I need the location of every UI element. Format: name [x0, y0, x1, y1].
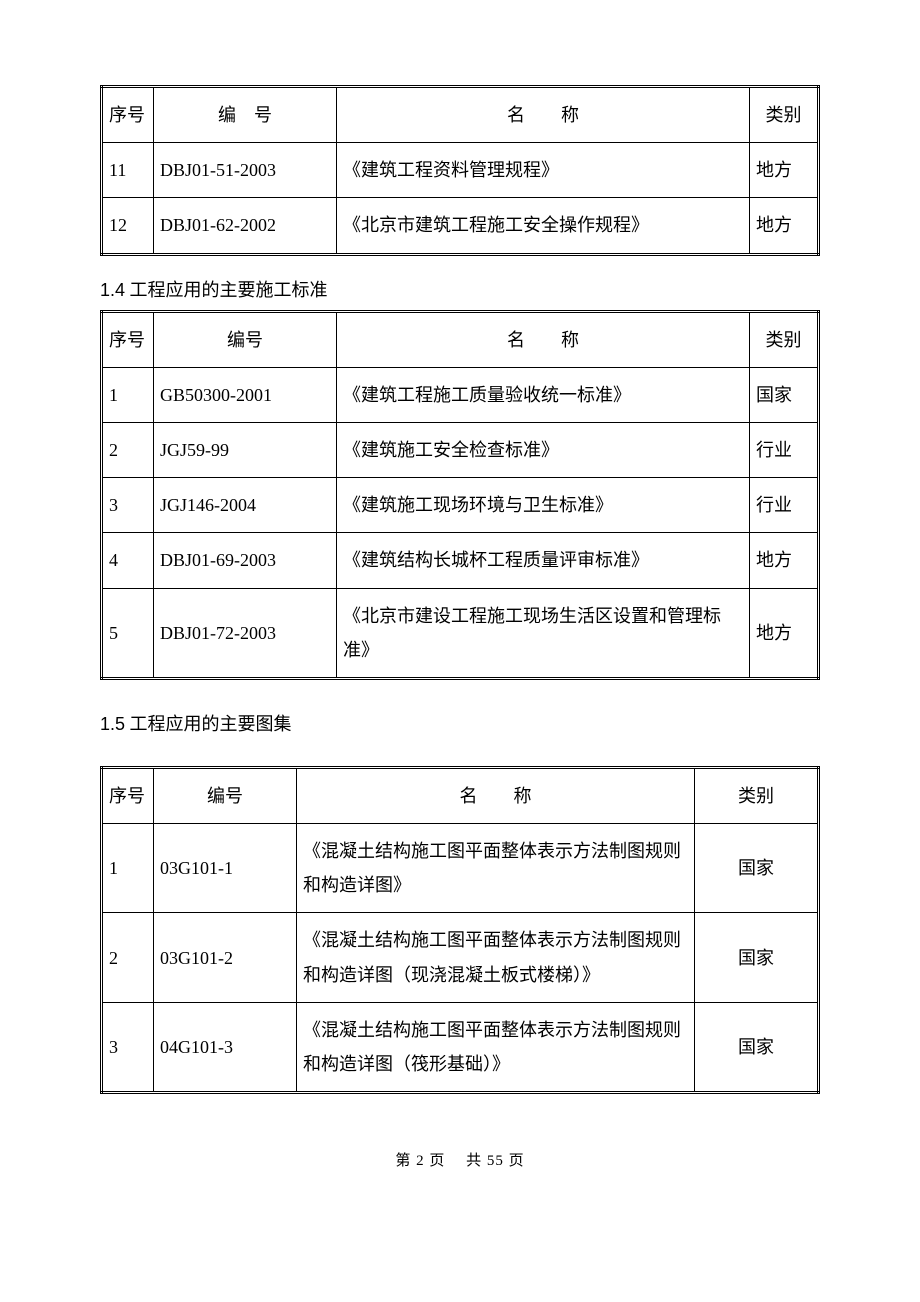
- cell-seq: 11: [102, 143, 154, 198]
- table-row: 3 JGJ146-2004 《建筑施工现场环境与卫生标准》 行业: [102, 478, 819, 533]
- cell-name: 《建筑工程施工质量验收统一标准》: [337, 367, 750, 422]
- header-seq: 序号: [102, 311, 154, 367]
- cell-seq: 12: [102, 198, 154, 254]
- cell-seq: 1: [102, 367, 154, 422]
- document-page: 序号 编 号 名 称 类别 11 DBJ01-51-2003 《建筑工程资料管理…: [0, 0, 920, 1220]
- header-code: 编号: [154, 767, 297, 823]
- cell-category: 地方: [750, 143, 819, 198]
- header-name: 名 称: [337, 311, 750, 367]
- cell-name: 《建筑施工安全检查标准》: [337, 422, 750, 477]
- cell-code: GB50300-2001: [154, 367, 337, 422]
- cell-name: 《建筑施工现场环境与卫生标准》: [337, 478, 750, 533]
- section-title: 工程应用的主要图集: [130, 714, 292, 734]
- cell-name: 《混凝土结构施工图平面整体表示方法制图规则和构造详图（筏形基础）》: [297, 1002, 695, 1092]
- cell-seq: 3: [102, 1002, 154, 1092]
- cell-category: 行业: [750, 422, 819, 477]
- cell-code: DBJ01-72-2003: [154, 588, 337, 678]
- cell-code: DBJ01-69-2003: [154, 533, 337, 588]
- cell-category: 国家: [750, 367, 819, 422]
- cell-category: 国家: [695, 913, 819, 1002]
- cell-name: 《北京市建设工程施工现场生活区设置和管理标准》: [337, 588, 750, 678]
- cell-name: 《混凝土结构施工图平面整体表示方法制图规则和构造详图（现浇混凝土板式楼梯）》: [297, 913, 695, 1002]
- section-title: 工程应用的主要施工标准: [130, 280, 328, 300]
- atlas-table: 序号 编号 名 称 类别 1 03G101-1 《混凝土结构施工图平面整体表示方…: [100, 766, 820, 1094]
- cell-code: DBJ01-62-2002: [154, 198, 337, 254]
- cell-code: JGJ146-2004: [154, 478, 337, 533]
- cell-code: 04G101-3: [154, 1002, 297, 1092]
- header-name: 名 称: [337, 87, 750, 143]
- header-code: 编 号: [154, 87, 337, 143]
- cell-seq: 1: [102, 824, 154, 913]
- header-seq: 序号: [102, 767, 154, 823]
- header-name: 名 称: [297, 767, 695, 823]
- table-row: 2 JGJ59-99 《建筑施工安全检查标准》 行业: [102, 422, 819, 477]
- header-seq: 序号: [102, 87, 154, 143]
- cell-seq: 2: [102, 913, 154, 1002]
- table-header-row: 序号 编号 名 称 类别: [102, 767, 819, 823]
- cell-category: 地方: [750, 588, 819, 678]
- table-row: 12 DBJ01-62-2002 《北京市建筑工程施工安全操作规程》 地方: [102, 198, 819, 254]
- table-row: 3 04G101-3 《混凝土结构施工图平面整体表示方法制图规则和构造详图（筏形…: [102, 1002, 819, 1092]
- cell-category: 国家: [695, 1002, 819, 1092]
- standards-table-2: 序号 编号 名 称 类别 1 GB50300-2001 《建筑工程施工质量验收统…: [100, 310, 820, 680]
- cell-category: 地方: [750, 198, 819, 254]
- header-code: 编号: [154, 311, 337, 367]
- table-row: 11 DBJ01-51-2003 《建筑工程资料管理规程》 地方: [102, 143, 819, 198]
- cell-seq: 2: [102, 422, 154, 477]
- table-header-row: 序号 编 号 名 称 类别: [102, 87, 819, 143]
- header-category: 类别: [695, 767, 819, 823]
- cell-seq: 5: [102, 588, 154, 678]
- cell-seq: 4: [102, 533, 154, 588]
- cell-code: 03G101-2: [154, 913, 297, 1002]
- cell-code: JGJ59-99: [154, 422, 337, 477]
- standards-table-1: 序号 编 号 名 称 类别 11 DBJ01-51-2003 《建筑工程资料管理…: [100, 85, 820, 256]
- table-row: 2 03G101-2 《混凝土结构施工图平面整体表示方法制图规则和构造详图（现浇…: [102, 913, 819, 1002]
- section-number: 1.4: [100, 280, 125, 300]
- page-footer: 第 2 页 共 55 页: [100, 1149, 820, 1170]
- cell-category: 国家: [695, 824, 819, 913]
- header-category: 类别: [750, 311, 819, 367]
- table-row: 1 GB50300-2001 《建筑工程施工质量验收统一标准》 国家: [102, 367, 819, 422]
- cell-name: 《北京市建筑工程施工安全操作规程》: [337, 198, 750, 254]
- cell-category: 地方: [750, 533, 819, 588]
- cell-name: 《混凝土结构施工图平面整体表示方法制图规则和构造详图》: [297, 824, 695, 913]
- section-heading-1-4: 1.4 工程应用的主要施工标准: [100, 276, 820, 302]
- cell-name: 《建筑结构长城杯工程质量评审标准》: [337, 533, 750, 588]
- table-row: 1 03G101-1 《混凝土结构施工图平面整体表示方法制图规则和构造详图》 国…: [102, 824, 819, 913]
- section-heading-1-5: 1.5 工程应用的主要图集: [100, 710, 820, 736]
- cell-name: 《建筑工程资料管理规程》: [337, 143, 750, 198]
- cell-code: DBJ01-51-2003: [154, 143, 337, 198]
- header-category: 类别: [750, 87, 819, 143]
- table-row: 5 DBJ01-72-2003 《北京市建设工程施工现场生活区设置和管理标准》 …: [102, 588, 819, 678]
- table-header-row: 序号 编号 名 称 类别: [102, 311, 819, 367]
- cell-category: 行业: [750, 478, 819, 533]
- table-row: 4 DBJ01-69-2003 《建筑结构长城杯工程质量评审标准》 地方: [102, 533, 819, 588]
- cell-code: 03G101-1: [154, 824, 297, 913]
- cell-seq: 3: [102, 478, 154, 533]
- section-number: 1.5: [100, 714, 125, 734]
